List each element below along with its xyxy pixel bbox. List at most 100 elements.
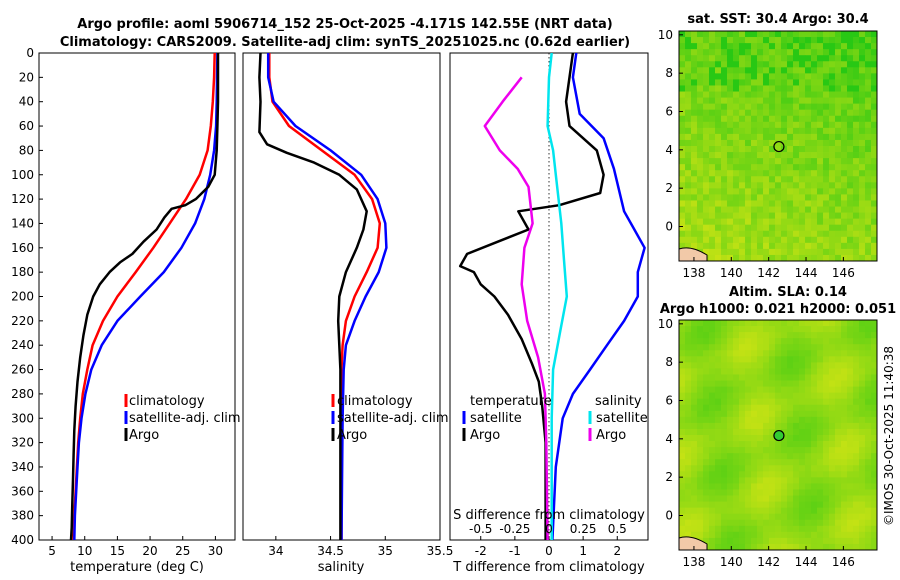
map-cell [799, 338, 806, 345]
map-cell [727, 61, 734, 68]
map-cell [763, 501, 770, 509]
map-cell [841, 350, 848, 357]
map-cell [865, 103, 872, 111]
map-cell [841, 49, 848, 56]
map-cell [811, 447, 818, 454]
map-cell [679, 61, 686, 68]
map-cell [805, 410, 812, 418]
map-cell [739, 230, 746, 238]
map-cell [817, 483, 824, 490]
map-cell [685, 176, 692, 183]
map-cell [787, 37, 794, 44]
map-cell [811, 248, 818, 256]
map-cell [691, 139, 698, 147]
map-cell [865, 97, 872, 105]
map-cell [691, 115, 698, 123]
x-tick-label: 35.5 [427, 544, 454, 558]
map-cell [817, 43, 824, 50]
map-cell [823, 254, 830, 262]
map-cell [865, 164, 872, 171]
map-cell [871, 188, 878, 195]
map-cell [697, 164, 704, 171]
map-cell [817, 507, 824, 515]
map-cell [745, 67, 752, 74]
map-cell [739, 519, 746, 527]
map-cell [799, 447, 806, 454]
map-cell [865, 182, 872, 189]
map-cell [823, 121, 830, 129]
map-cell [805, 242, 812, 250]
map-cell [703, 200, 710, 207]
map-cell [817, 392, 824, 400]
map-cell [781, 242, 788, 250]
map-cell [853, 139, 860, 147]
map-cell [871, 519, 878, 527]
map-cell [727, 242, 734, 250]
map-cell [679, 350, 686, 357]
map-cell [697, 73, 704, 80]
map-cell [691, 79, 698, 86]
legend-argo: Argo [337, 428, 367, 443]
map-cell [709, 55, 716, 62]
map-cell [715, 483, 722, 490]
map-cell [871, 236, 878, 244]
map-cell [823, 188, 830, 195]
map-cell [739, 422, 746, 430]
depth-tick-label: 60 [19, 119, 34, 133]
map-cell [805, 43, 812, 50]
map-cell [733, 519, 740, 527]
map-cell [865, 73, 872, 80]
map-cell [733, 422, 740, 430]
map-cell [793, 182, 800, 189]
map-cell [787, 441, 794, 448]
map-cell [715, 374, 722, 381]
map-cell [871, 368, 878, 375]
map-cell [787, 350, 794, 357]
map-cell [739, 537, 746, 545]
map-cell [841, 459, 848, 466]
depth-tick-label: 320 [11, 436, 34, 450]
map-cell [703, 453, 710, 460]
map-cell [835, 236, 842, 244]
map-cell [721, 513, 728, 521]
salinity-legend: climatology satellite-adj. clim Argo [331, 394, 449, 443]
map-cell [721, 398, 728, 406]
map-cell [757, 435, 764, 442]
map-cell [859, 465, 866, 472]
map-cell [739, 127, 746, 135]
map-cell [817, 531, 824, 539]
map-cell [769, 230, 776, 238]
map-cell [763, 332, 770, 339]
map-cell [733, 127, 740, 135]
map-cell [679, 230, 686, 238]
map-cell [841, 392, 848, 400]
map-cell [727, 453, 734, 460]
map-cell [769, 428, 776, 436]
map-cell [709, 519, 716, 527]
map-cell [685, 43, 692, 50]
map-cell [805, 103, 812, 111]
map-cell [823, 91, 830, 98]
map-cell [709, 531, 716, 539]
map-cell [685, 441, 692, 448]
series-line-salinity-argo [483, 76, 549, 540]
map-cell [835, 91, 842, 98]
map-cell [721, 236, 728, 244]
map-cell [871, 459, 878, 466]
map-cell [865, 489, 872, 496]
map-cell [841, 428, 848, 436]
map-cell [685, 501, 692, 509]
map-cell [685, 158, 692, 165]
map-cell [853, 73, 860, 80]
map-cell [745, 519, 752, 527]
map-cell [745, 320, 752, 327]
map-cell [703, 139, 710, 147]
map-cell [757, 73, 764, 80]
map-cell [691, 224, 698, 232]
map-cell [817, 350, 824, 357]
map-cell [775, 350, 782, 357]
map-cell [811, 392, 818, 400]
map-cell [727, 212, 734, 220]
map-cell [709, 410, 716, 418]
map-cell [823, 218, 830, 226]
